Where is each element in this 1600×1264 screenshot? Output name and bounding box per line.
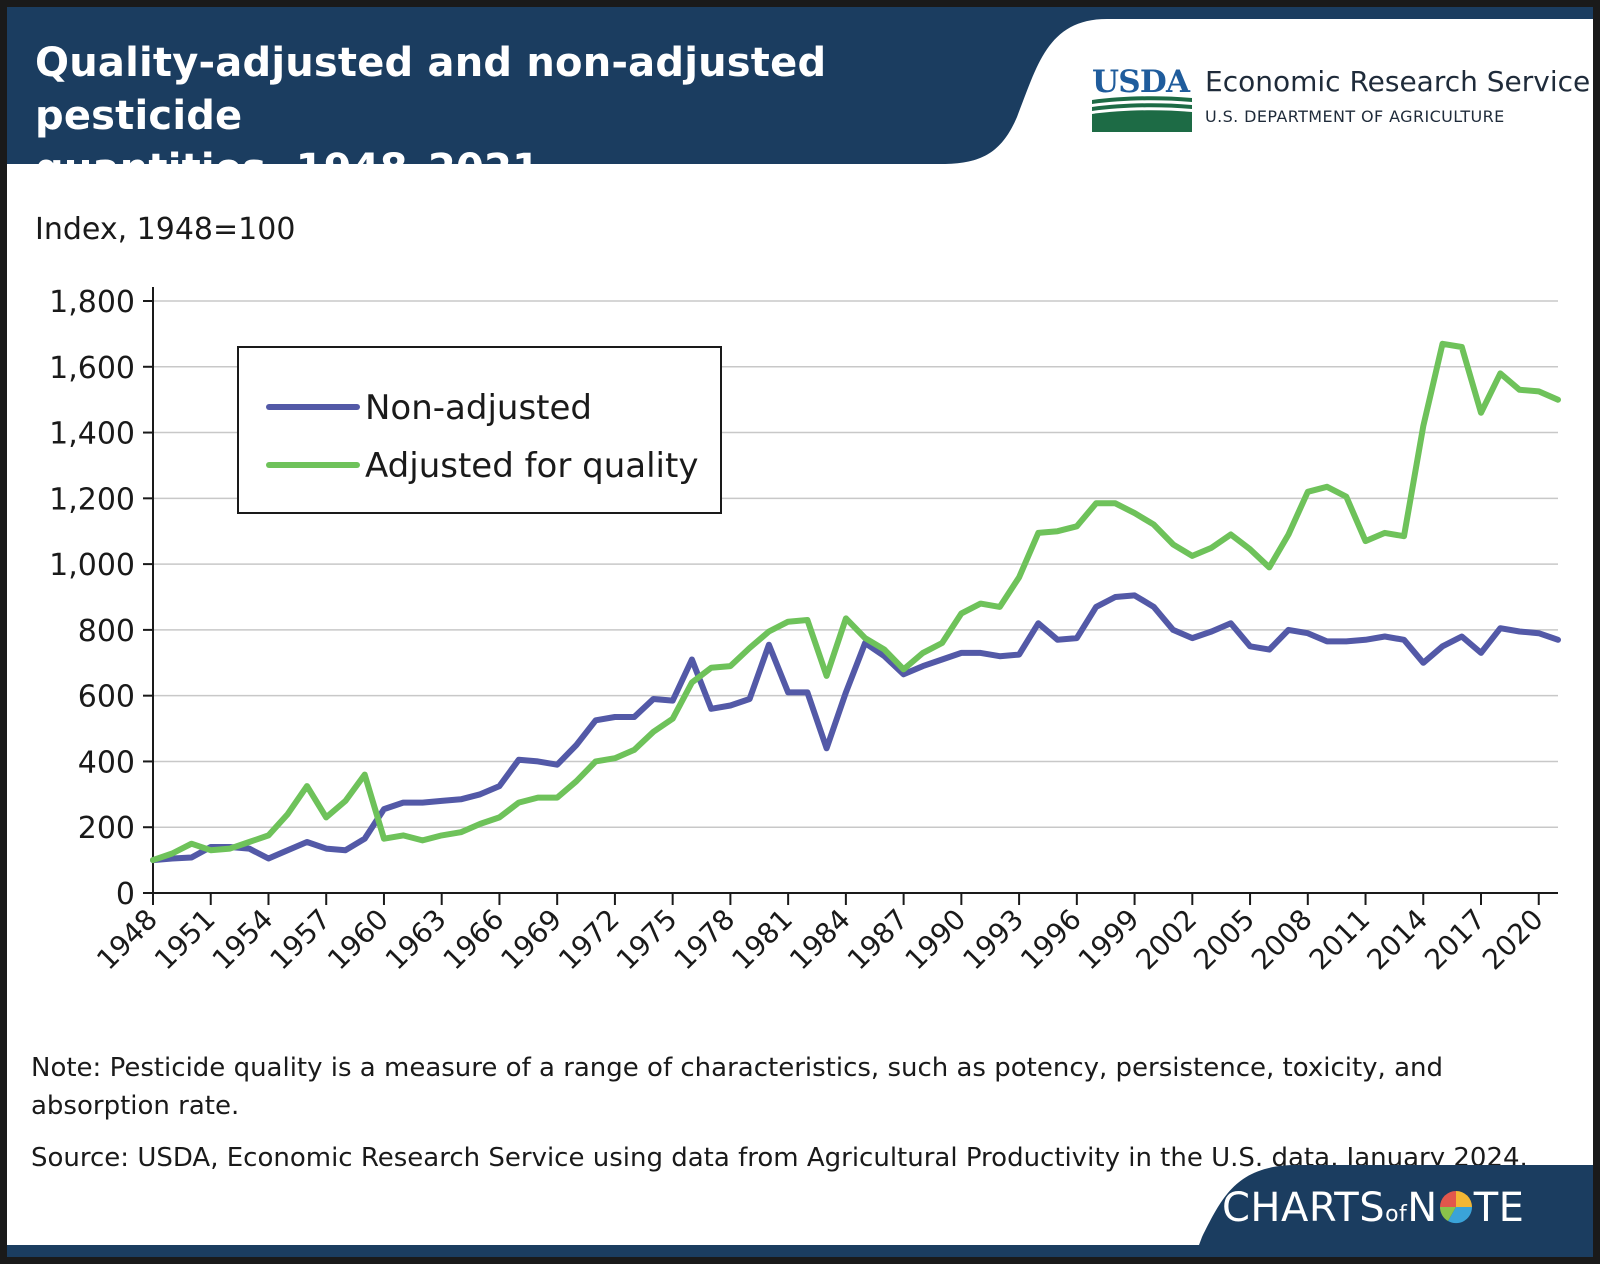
y-tick-label: 400 <box>78 745 135 780</box>
chart-title: Quality-adjusted and non-adjusted pestic… <box>35 37 995 196</box>
usda-logo-swoosh-1 <box>1092 96 1192 104</box>
y-tick-label: 1,400 <box>49 417 135 452</box>
agency-name: Economic Research Service <box>1205 65 1591 98</box>
usda-logo-field <box>1092 110 1192 132</box>
usda-logo-swoosh-2 <box>1092 103 1192 111</box>
brand-charts: CHARTS <box>1222 1185 1386 1231</box>
legend: Non-adjusted Adjusted for quality <box>237 346 722 514</box>
chart-title-line-1: Quality-adjusted and non-adjusted pestic… <box>35 40 827 139</box>
y-tick-label: 1,800 <box>49 285 135 320</box>
y-tick-label: 1,000 <box>49 548 135 583</box>
series-line-non-adjusted <box>150 592 1561 864</box>
y-tick-label: 1,600 <box>49 351 135 386</box>
y-tick-label: 800 <box>78 614 135 649</box>
brand-te: TE <box>1473 1185 1525 1231</box>
usda-logo-text: USDA <box>1092 64 1191 100</box>
legend-label-adjusted-for-quality: Adjusted for quality <box>365 446 698 486</box>
chart-note: Note: Pesticide quality is a measure of … <box>31 1053 1443 1121</box>
pie-chart-icon <box>1439 1191 1472 1224</box>
legend-box <box>237 346 722 514</box>
brand-of: of <box>1385 1202 1408 1227</box>
footer-band <box>7 1165 1593 1257</box>
charts-of-note-brand: CHARTSofN TE <box>1222 1185 1524 1231</box>
header-band <box>7 7 1593 164</box>
department-name: U.S. DEPARTMENT OF AGRICULTURE <box>1205 107 1505 126</box>
legend-label-non-adjusted: Non-adjusted <box>365 388 592 428</box>
y-tick-label: 0 <box>116 877 135 912</box>
line-chart: Index, 1948=100 0 200 400 600 800 1,000 1,200 1… <box>35 212 1561 976</box>
y-axis-label: Index, 1948=100 <box>35 212 295 247</box>
y-tick-label: 200 <box>78 811 135 846</box>
series-line-adjusted-for-quality <box>150 340 1561 864</box>
brand-n: N <box>1407 1185 1438 1231</box>
y-axis-ticks: 0 200 400 600 800 1,000 1,200 1,400 1,600 1,800 <box>49 285 153 912</box>
usda-logo: USDA <box>1092 64 1192 132</box>
footer-navy-shape <box>7 1165 1593 1257</box>
chart-title-line-2: quantities, 1948–2021 <box>35 146 541 192</box>
y-tick-label: 1,200 <box>49 482 135 517</box>
y-tick-label: 600 <box>78 680 135 715</box>
header-navy-shape <box>7 7 1593 164</box>
